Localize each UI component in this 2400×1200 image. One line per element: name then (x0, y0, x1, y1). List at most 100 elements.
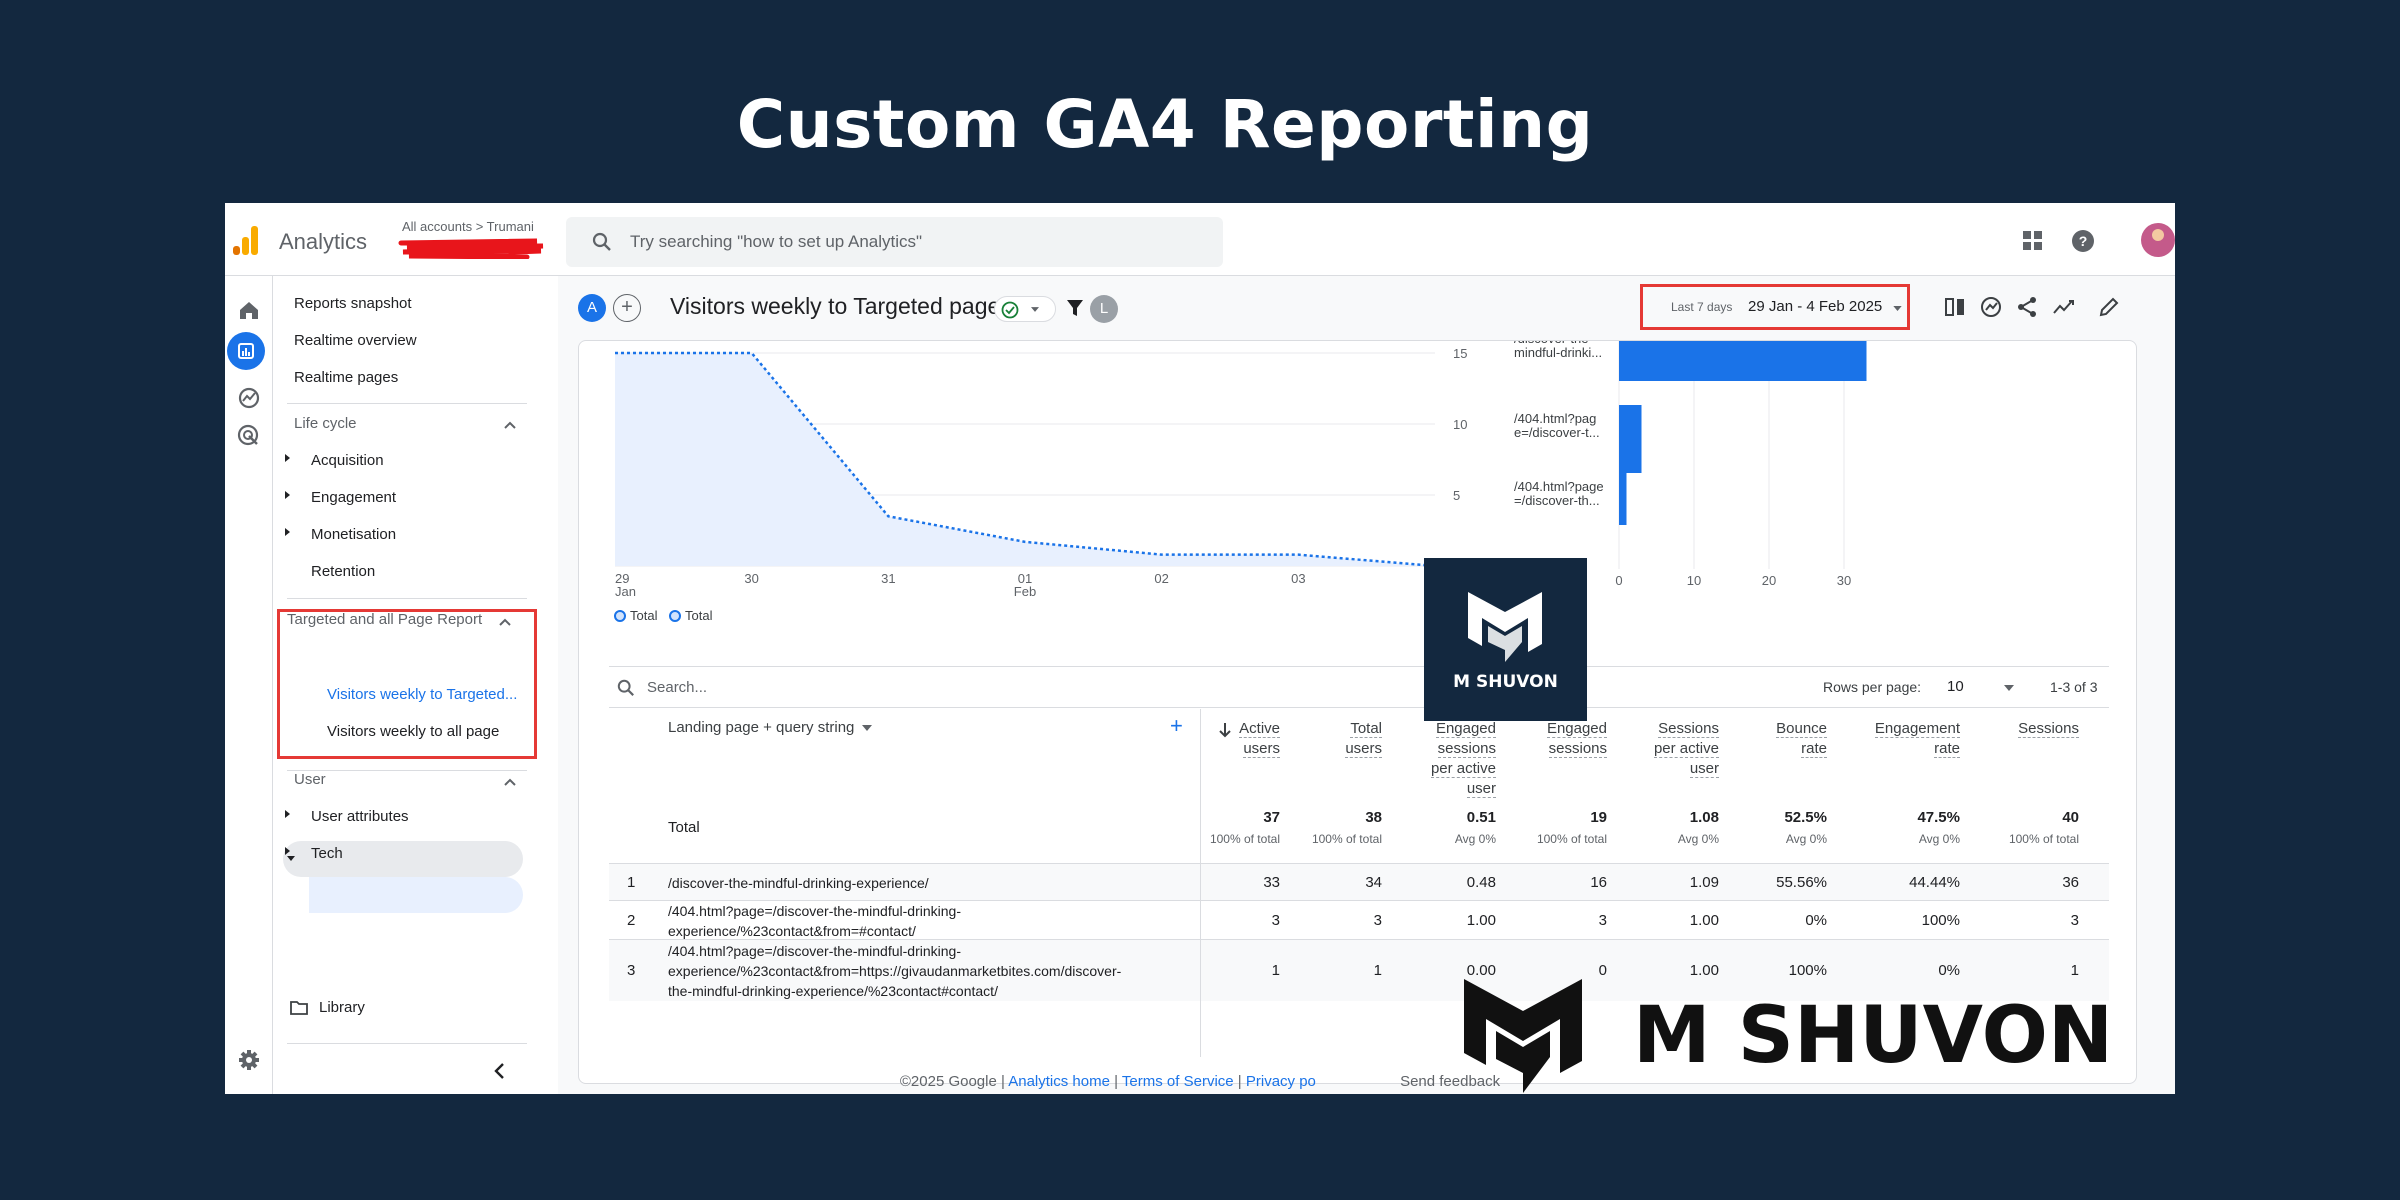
total-value: 47.5% (1917, 809, 1960, 826)
reports-icon[interactable] (227, 332, 265, 370)
column-header[interactable]: Engaged sessions (1467, 719, 1607, 759)
nav-retention[interactable]: Retention (311, 563, 376, 580)
nav-library[interactable]: Library (319, 999, 365, 1016)
chevron-up-icon[interactable] (503, 420, 517, 430)
advertising-icon[interactable] (235, 422, 263, 450)
column-header[interactable]: Sessions (1939, 719, 2079, 739)
nav-user-attributes[interactable]: User attributes (311, 808, 409, 825)
apps-grid-icon[interactable] (2023, 231, 2043, 251)
dropdown-arrow-icon[interactable] (2004, 685, 2014, 691)
footer-link-privacy[interactable]: Privacy po (1245, 1073, 1316, 1090)
column-header[interactable]: Total users (1242, 719, 1382, 759)
legend-item-total-2[interactable]: Total (669, 608, 712, 623)
expand-caret-icon[interactable] (285, 528, 290, 536)
column-header[interactable]: Engaged sessions per active user (1356, 719, 1496, 799)
column-header[interactable]: Sessions per active user (1579, 719, 1719, 779)
section-user[interactable]: User (294, 771, 326, 788)
comparison-badge[interactable]: A (578, 294, 606, 322)
share-icon[interactable] (2016, 296, 2038, 318)
bar-category-label: e=/discover-t... (1514, 425, 1600, 440)
chevron-up-icon[interactable] (503, 777, 517, 787)
y-tick-label: 10 (1453, 417, 1467, 432)
table-row[interactable]: 2/404.html?page=/discover-the-mindful-dr… (609, 900, 2109, 939)
account-breadcrumb[interactable]: All accounts > Trumani (402, 219, 534, 234)
nav-tech[interactable]: Tech (311, 845, 343, 862)
divider (287, 770, 527, 771)
expand-caret-icon[interactable] (285, 454, 290, 462)
legend-item-total[interactable]: Total (614, 608, 657, 623)
collapse-caret-icon[interactable] (287, 856, 295, 861)
date-range-picker[interactable]: Last 7 days 29 Jan - 4 Feb 2025 (1640, 284, 1910, 330)
dropdown-arrow-icon[interactable] (862, 725, 872, 731)
nav-acquisition[interactable]: Acquisition (311, 452, 384, 469)
customize-report-icon[interactable] (1944, 296, 1966, 318)
folder-icon (290, 1001, 308, 1015)
total-value: 37 (1263, 809, 1280, 826)
help-icon[interactable]: ? (2071, 229, 2095, 253)
section-life-cycle[interactable]: Life cycle (294, 415, 357, 432)
total-subtext: Avg 0% (1918, 832, 1960, 846)
x-tick-label: 0 (1615, 573, 1622, 588)
expand-caret-icon[interactable] (285, 810, 290, 818)
y-tick-label: 15 (1453, 346, 1467, 361)
table-row[interactable]: 1/discover-the-mindful-drinking-experien… (609, 863, 2109, 900)
column-header[interactable]: Bounce rate (1687, 719, 1827, 759)
nav-engagement[interactable]: Engagement (311, 489, 397, 506)
footer-link-analytics-home[interactable]: Analytics home (1008, 1073, 1110, 1090)
bar-category-label: /discover-the- (1514, 341, 1593, 346)
nav-realtime-overview[interactable]: Realtime overview (294, 332, 417, 349)
metric-cell: 0% (1805, 911, 1827, 929)
compare-trend-icon[interactable] (2052, 296, 2076, 318)
nav-visitors-weekly-targeted[interactable]: Visitors weekly to Targeted... (327, 686, 518, 703)
search-bar[interactable]: Try searching "how to set up Analytics" (566, 217, 1223, 267)
metric-cell: 0% (1938, 962, 1960, 979)
dimension-selector[interactable]: Landing page + query string (668, 719, 855, 736)
filter-icon[interactable] (1066, 298, 1084, 318)
collapse-sidebar-icon[interactable] (493, 1062, 507, 1080)
landing-page-cell[interactable]: /404.html?page=/discover-the-mindful-dri… (668, 901, 1198, 941)
total-subtext: 100% of total (2008, 832, 2079, 846)
total-cell: 40 100% of total (1939, 809, 2079, 846)
landing-page-line: /discover-the-mindful-drinking-experienc… (668, 874, 929, 891)
insights-icon[interactable] (1980, 296, 2002, 318)
add-comparison-button[interactable]: + (613, 294, 641, 322)
column-header-line: user (1689, 760, 1719, 778)
app-name[interactable]: Analytics (279, 229, 368, 254)
row-number: 2 (627, 911, 636, 929)
metric-cell: 0 (1598, 962, 1607, 979)
column-header[interactable]: Engagement rate (1820, 719, 1960, 759)
nav-monetisation[interactable]: Monetisation (311, 526, 397, 543)
admin-gear-icon[interactable] (235, 1046, 263, 1074)
x-tick-label: Jan (615, 584, 636, 599)
section-targeted-report[interactable]: Targeted and all Page Report (287, 611, 483, 628)
expand-caret-icon[interactable] (285, 847, 290, 855)
table-search-input[interactable]: Search... (647, 679, 708, 696)
status-check-button[interactable] (994, 296, 1056, 322)
bar-category-label: /404.html?pag (1514, 411, 1596, 426)
landing-page-cell[interactable]: /discover-the-mindful-drinking-experienc… (668, 873, 1198, 893)
sort-arrow-down-icon[interactable] (1219, 722, 1231, 738)
bar (1619, 341, 1867, 381)
table-row[interactable]: 3/404.html?page=/discover-the-mindful-dr… (609, 939, 2109, 1001)
landing-page-cell[interactable]: /404.html?page=/discover-the-mindful-dri… (668, 941, 1198, 1001)
footer-link-terms[interactable]: Terms of Service (1121, 1073, 1234, 1090)
collection-header-row[interactable] (283, 841, 523, 877)
nav-reports-snapshot[interactable]: Reports snapshot (294, 295, 412, 312)
column-header-line: Sessions (2018, 720, 2079, 738)
rows-per-page-select[interactable]: 10 (1947, 678, 1964, 695)
nav-visitors-weekly-all[interactable]: Visitors weekly to all page (327, 723, 500, 740)
explore-icon[interactable] (235, 384, 263, 412)
home-icon[interactable] (235, 296, 263, 324)
add-dimension-button[interactable]: + (1170, 713, 1183, 738)
pagination-range: 1-3 of 3 (2050, 679, 2098, 695)
footer-send-feedback[interactable]: Send feedback (1400, 1073, 1501, 1090)
report-header: A + Visitors weekly to Targeted page L L… (558, 276, 2175, 340)
edit-pencil-icon[interactable] (2098, 296, 2120, 318)
avatar[interactable] (2141, 223, 2175, 257)
column-header-line: user (1466, 780, 1496, 798)
expand-caret-icon[interactable] (285, 491, 290, 499)
chevron-up-icon[interactable] (498, 617, 512, 627)
column-header[interactable]: Active users (1140, 719, 1280, 759)
user-badge[interactable]: L (1090, 295, 1118, 323)
nav-realtime-pages[interactable]: Realtime pages (294, 369, 399, 386)
